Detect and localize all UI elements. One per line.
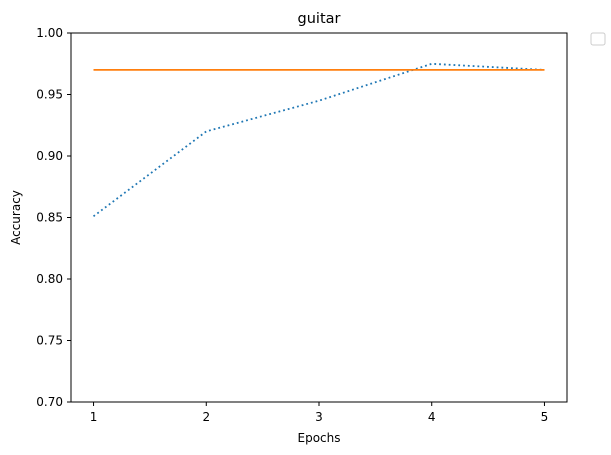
- y-tick-label: 0.95: [36, 88, 63, 102]
- plot-frame: [70, 32, 568, 403]
- y-tick-label: 0.85: [36, 211, 63, 225]
- series-layer: [92, 62, 545, 218]
- y-axis: 0.70 0.75 0.80 0.85 0.90 0.95 1.00: [36, 26, 71, 409]
- y-tick-label: 0.70: [36, 395, 63, 409]
- series-line-1: [92, 62, 545, 218]
- y-tick-label: 0.90: [36, 149, 63, 163]
- y-axis-title: Accuracy: [9, 190, 23, 245]
- y-tick-label: 1.00: [36, 26, 63, 40]
- x-tick-label: 2: [202, 410, 210, 424]
- x-tick-label: 4: [428, 410, 436, 424]
- x-axis: 1 2 3 4 5: [90, 402, 549, 424]
- x-axis-title: Epochs: [298, 431, 341, 445]
- x-tick-label: 3: [315, 410, 323, 424]
- x-tick-label: 5: [541, 410, 549, 424]
- x-tick-label: 1: [90, 410, 98, 424]
- legend-box: [590, 32, 606, 46]
- y-tick-label: 0.80: [36, 272, 63, 286]
- y-tick-label: 0.75: [36, 334, 63, 348]
- chart-title: guitar: [298, 11, 341, 27]
